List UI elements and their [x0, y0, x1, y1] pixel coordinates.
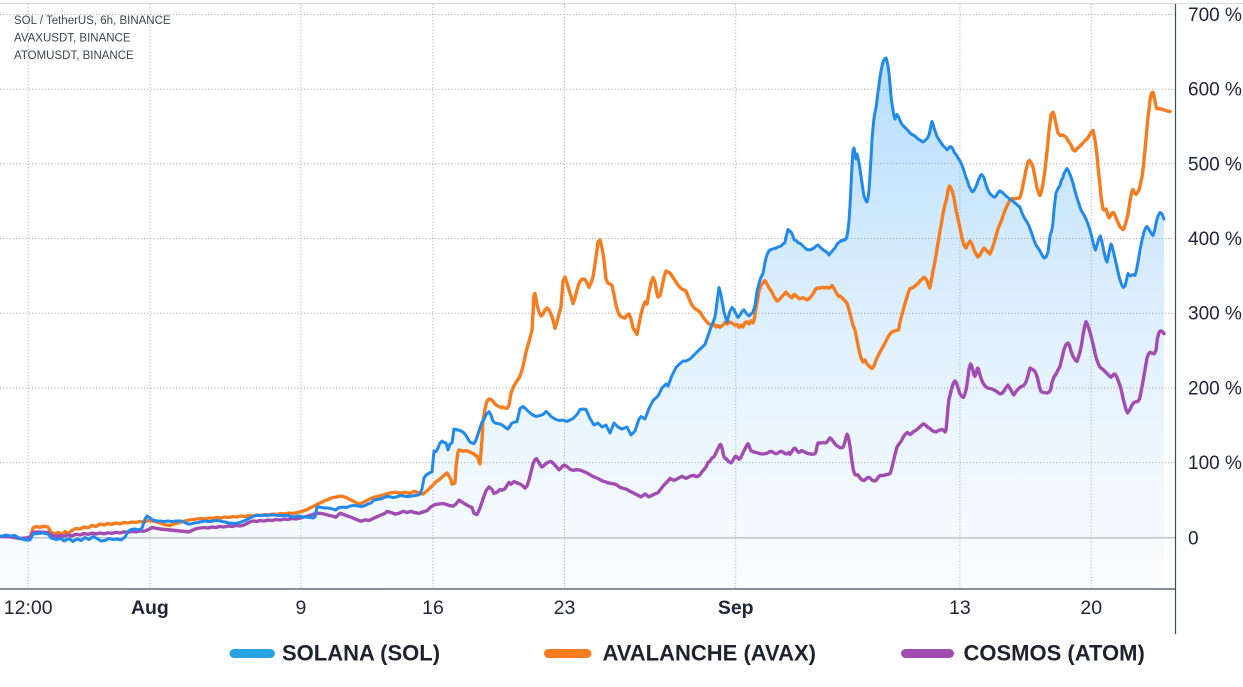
svg-text:600 %: 600 % — [1188, 80, 1242, 101]
svg-text:400 %: 400 % — [1188, 229, 1242, 250]
svg-text:20: 20 — [1080, 597, 1102, 619]
svg-text:Aug: Aug — [131, 597, 169, 619]
svg-text:12:00: 12:00 — [4, 597, 53, 619]
svg-text:100 %: 100 % — [1188, 453, 1242, 474]
svg-text:0: 0 — [1188, 528, 1199, 549]
svg-text:COSMOS (ATOM): COSMOS (ATOM) — [964, 641, 1145, 666]
svg-text:SOL / TetherUS, 6h, BINANCE: SOL / TetherUS, 6h, BINANCE — [14, 15, 171, 27]
svg-text:13: 13 — [949, 597, 971, 619]
svg-text:ATOMUSDT, BINANCE: ATOMUSDT, BINANCE — [14, 50, 134, 62]
svg-text:500 %: 500 % — [1188, 154, 1242, 175]
svg-text:300 %: 300 % — [1188, 304, 1242, 325]
svg-text:700 %: 700 % — [1188, 5, 1242, 26]
svg-text:AVAXUSDT, BINANCE: AVAXUSDT, BINANCE — [14, 33, 131, 45]
svg-text:16: 16 — [422, 597, 444, 619]
svg-text:AVALANCHE (AVAX): AVALANCHE (AVAX) — [603, 641, 816, 666]
svg-text:Sep: Sep — [718, 597, 754, 619]
svg-text:SOLANA (SOL): SOLANA (SOL) — [282, 641, 440, 666]
svg-text:9: 9 — [295, 597, 306, 619]
svg-text:200 %: 200 % — [1188, 378, 1242, 399]
svg-text:23: 23 — [554, 597, 576, 619]
